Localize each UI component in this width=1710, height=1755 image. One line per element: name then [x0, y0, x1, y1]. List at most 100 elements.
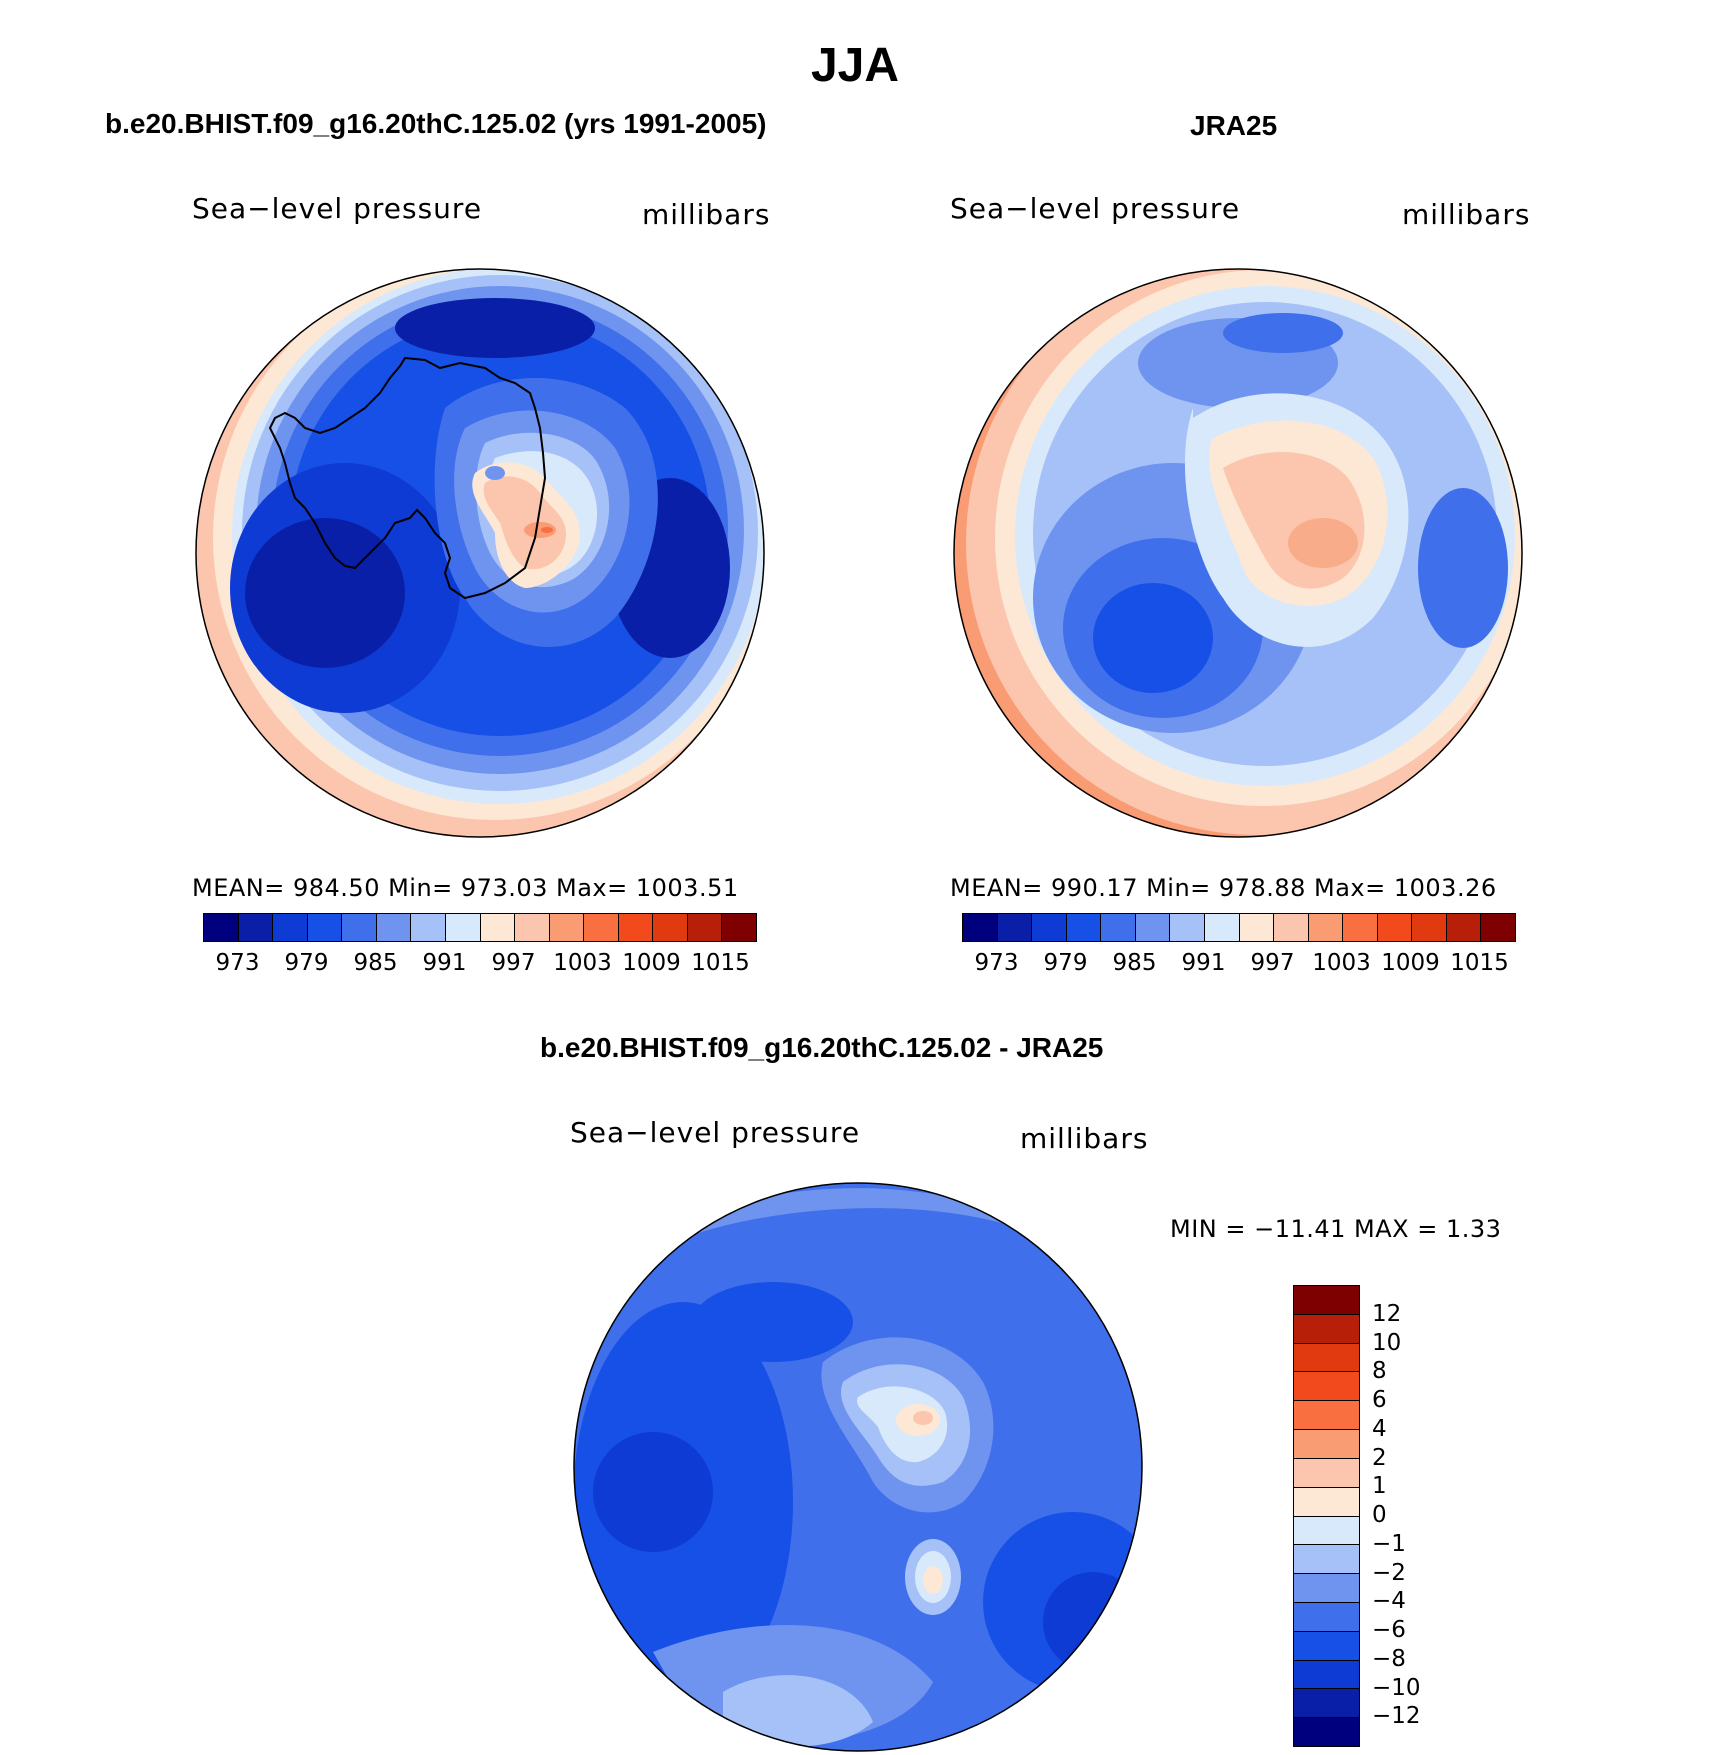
colorbar-swatch — [1135, 914, 1171, 941]
model-panel-title: b.e20.BHIST.f09_g16.20thC.125.02 (yrs 19… — [105, 108, 767, 139]
colorbar-tick-label: 973 — [974, 950, 1019, 976]
obs-colorbar-ticks: 973 979 985 991 997 1003 1009 1015 — [962, 950, 1514, 980]
colorbar-swatch — [1377, 914, 1413, 941]
model-units-label: millibars — [642, 198, 771, 231]
colorbar-tick-label: 997 — [1250, 950, 1295, 976]
diff-field-label: Sea−level pressure — [570, 1116, 861, 1149]
colorbar-swatch — [1239, 914, 1275, 941]
colorbar-swatch — [1294, 1343, 1359, 1373]
colorbar-swatch — [1294, 1574, 1359, 1603]
colorbar-swatch — [997, 914, 1033, 941]
obs-units-label: millibars — [1402, 198, 1531, 231]
colorbar-tick-label: −4 — [1372, 1588, 1406, 1615]
colorbar-swatch — [687, 914, 723, 941]
colorbar-tick-label: 0 — [1372, 1502, 1387, 1528]
obs-panel-title: JRA25 — [1190, 110, 1278, 141]
colorbar-tick-label: 979 — [284, 950, 329, 976]
colorbar-tick-label: −10 — [1372, 1674, 1421, 1701]
colorbar-swatch — [1066, 914, 1102, 941]
colorbar-swatch — [342, 914, 377, 941]
colorbar-tick-label: 1015 — [1450, 950, 1509, 976]
colorbar-tick-label: 1 — [1372, 1473, 1387, 1500]
colorbar-swatch — [1481, 914, 1515, 941]
colorbar-swatch — [480, 914, 516, 941]
diff-panel-title: b.e20.BHIST.f09_g16.20thC.125.02 - JRA25 — [540, 1032, 1104, 1063]
colorbar-tick-label: 997 — [491, 950, 536, 976]
colorbar-swatch — [1294, 1631, 1359, 1661]
colorbar-swatch — [1446, 914, 1482, 941]
model-colorbar-ticks: 973 979 985 991 997 1003 1009 1015 — [203, 950, 755, 980]
colorbar-swatch — [722, 914, 756, 941]
diff-colorbar — [1293, 1285, 1360, 1747]
colorbar-tick-label: −6 — [1372, 1617, 1406, 1643]
colorbar-swatch — [204, 914, 239, 941]
colorbar-swatch — [1343, 914, 1378, 941]
model-polar-map — [195, 268, 765, 838]
colorbar-swatch — [1294, 1516, 1359, 1546]
colorbar-tick-label: 991 — [1181, 950, 1226, 976]
obs-field-label: Sea−level pressure — [950, 192, 1241, 225]
colorbar-swatch — [1101, 914, 1136, 941]
model-colorbar — [203, 913, 757, 942]
obs-colorbar — [962, 913, 1516, 942]
colorbar-swatch — [549, 914, 585, 941]
colorbar-swatch — [411, 914, 446, 941]
colorbar-tick-label: 1009 — [1381, 950, 1440, 976]
colorbar-tick-label: 1015 — [691, 950, 750, 976]
colorbar-swatch — [1308, 914, 1344, 941]
colorbar-tick-label: −8 — [1372, 1645, 1406, 1672]
colorbar-swatch — [1412, 914, 1447, 941]
obs-stats: MEAN= 990.17 Min= 978.88 Max= 1003.26 — [950, 874, 1497, 902]
colorbar-swatch — [1294, 1401, 1359, 1431]
page-title: JJA — [810, 39, 900, 92]
colorbar-tick-label: 4 — [1372, 1415, 1387, 1442]
colorbar-swatch — [1294, 1286, 1359, 1315]
diff-units-label: millibars — [1020, 1122, 1149, 1155]
colorbar-swatch — [1294, 1314, 1359, 1344]
colorbar-swatch — [653, 914, 688, 941]
colorbar-tick-label: 985 — [353, 950, 398, 976]
colorbar-swatch — [376, 914, 412, 941]
colorbar-swatch — [445, 914, 481, 941]
colorbar-swatch — [1294, 1487, 1359, 1517]
colorbar-swatch — [515, 914, 550, 941]
colorbar-swatch — [1294, 1430, 1359, 1459]
colorbar-swatch — [1294, 1372, 1359, 1402]
colorbar-swatch — [273, 914, 308, 941]
diff-polar-map — [573, 1182, 1143, 1752]
colorbar-swatch — [1204, 914, 1240, 941]
colorbar-swatch — [1294, 1458, 1359, 1488]
colorbar-tick-label: 2 — [1372, 1444, 1387, 1471]
model-field-label: Sea−level pressure — [192, 192, 483, 225]
colorbar-tick-label: 12 — [1372, 1300, 1402, 1327]
colorbar-tick-label: 973 — [215, 950, 260, 976]
colorbar-tick-label: 979 — [1043, 950, 1088, 976]
colorbar-swatch — [1294, 1602, 1359, 1632]
colorbar-tick-label: 10 — [1372, 1329, 1402, 1356]
colorbar-tick-label: 985 — [1112, 950, 1157, 976]
colorbar-tick-label: 6 — [1372, 1387, 1387, 1413]
colorbar-tick-label: 1009 — [622, 950, 681, 976]
colorbar-swatch — [1294, 1545, 1359, 1575]
colorbar-tick-label: 1003 — [1312, 950, 1371, 976]
colorbar-tick-label: 991 — [422, 950, 467, 976]
colorbar-swatch — [618, 914, 654, 941]
obs-polar-map — [953, 268, 1523, 838]
model-stats: MEAN= 984.50 Min= 973.03 Max= 1003.51 — [192, 874, 739, 902]
diff-colorbar-ticks: 12 10 8 6 4 2 1 0 −1 −2 −4 −6 −8 −10 −12 — [1372, 1285, 1452, 1745]
colorbar-swatch — [584, 914, 619, 941]
colorbar-tick-label: 8 — [1372, 1358, 1387, 1385]
colorbar-swatch — [1274, 914, 1309, 941]
colorbar-swatch — [1294, 1660, 1359, 1690]
diff-stats: MIN = −11.41 MAX = 1.33 — [1170, 1215, 1502, 1243]
colorbar-swatch — [963, 914, 998, 941]
colorbar-swatch — [307, 914, 343, 941]
colorbar-swatch — [1170, 914, 1205, 941]
colorbar-swatch — [1294, 1689, 1359, 1719]
colorbar-tick-label: 1003 — [553, 950, 612, 976]
colorbar-swatch — [1294, 1718, 1359, 1746]
colorbar-tick-label: −12 — [1372, 1703, 1421, 1730]
colorbar-swatch — [1032, 914, 1067, 941]
colorbar-swatch — [238, 914, 274, 941]
colorbar-tick-label: −1 — [1372, 1530, 1406, 1557]
